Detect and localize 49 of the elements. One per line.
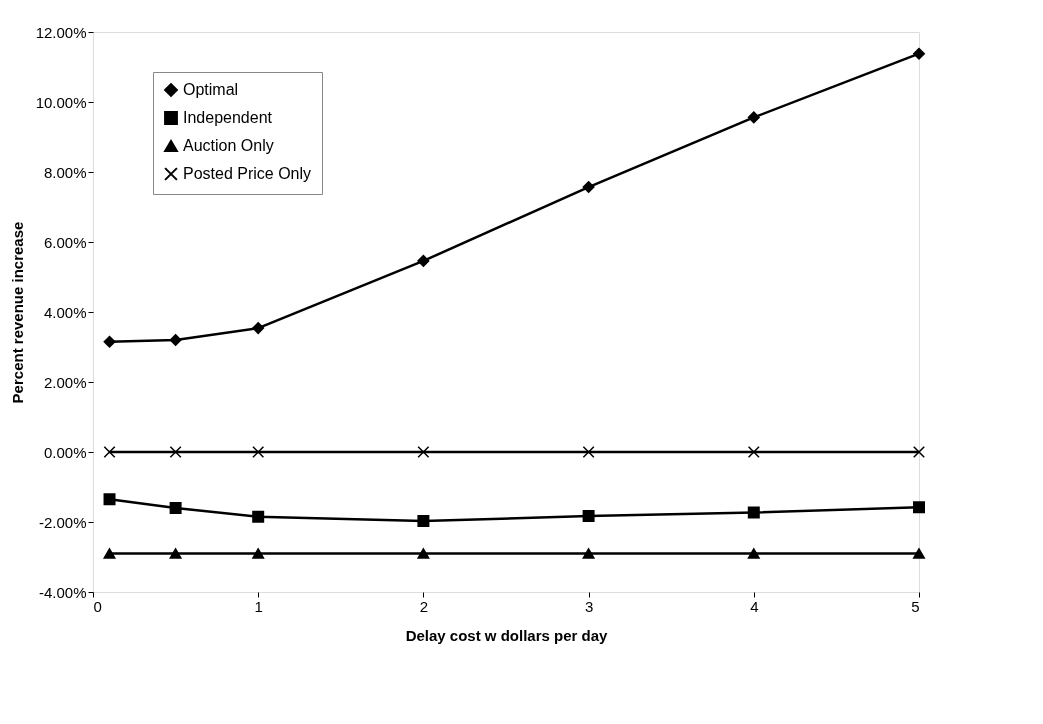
y-tick-label: -4.00% bbox=[38, 583, 87, 601]
y-tick-label: 6.00% bbox=[43, 233, 87, 251]
point bbox=[747, 111, 760, 124]
y-tick-label: 2.00% bbox=[43, 373, 87, 391]
point bbox=[103, 548, 116, 559]
point bbox=[252, 446, 265, 458]
point bbox=[582, 510, 595, 523]
point bbox=[252, 322, 265, 335]
point bbox=[417, 548, 430, 559]
x-tick-label: 5 bbox=[911, 597, 920, 615]
point bbox=[252, 548, 265, 559]
point bbox=[913, 501, 925, 514]
point bbox=[169, 502, 182, 514]
point bbox=[747, 506, 760, 519]
point bbox=[417, 446, 430, 458]
y-tick-label: 0.00% bbox=[43, 443, 87, 461]
x-tick-label: 3 bbox=[584, 597, 594, 615]
point bbox=[913, 446, 925, 458]
x-tick-label: 4 bbox=[750, 597, 759, 615]
legend-label: Independent bbox=[183, 109, 273, 126]
point bbox=[169, 548, 182, 559]
legend-label: Auction Only bbox=[183, 137, 274, 154]
point bbox=[582, 181, 595, 194]
y-tick-label: 10.00% bbox=[35, 93, 87, 111]
x-axis-title: Delay cost w dollars per day bbox=[405, 626, 609, 644]
x-tick-label: 0 bbox=[93, 597, 102, 615]
point bbox=[103, 335, 116, 348]
point bbox=[747, 446, 760, 458]
point bbox=[417, 254, 430, 267]
point bbox=[169, 334, 182, 346]
point bbox=[103, 446, 116, 458]
legend-label: Optimal bbox=[183, 81, 239, 98]
point bbox=[103, 493, 116, 506]
x-tick-label: 1 bbox=[254, 597, 263, 615]
y-tick-label: 4.00% bbox=[43, 303, 87, 321]
x-tick-label: 2 bbox=[419, 597, 429, 615]
point bbox=[582, 548, 595, 559]
point bbox=[169, 446, 182, 458]
y-tick-label: 8.00% bbox=[43, 163, 87, 181]
point bbox=[913, 548, 925, 559]
y-tick-label: -2.00% bbox=[38, 513, 87, 531]
point bbox=[913, 47, 925, 60]
point bbox=[417, 514, 430, 527]
point bbox=[747, 548, 760, 559]
y-tick-label: 12.00% bbox=[35, 23, 87, 41]
point bbox=[582, 446, 595, 458]
legend-label: Posted Price Only bbox=[183, 165, 312, 182]
point bbox=[252, 510, 265, 523]
y-axis-title: Percent revenue increase bbox=[8, 221, 26, 404]
